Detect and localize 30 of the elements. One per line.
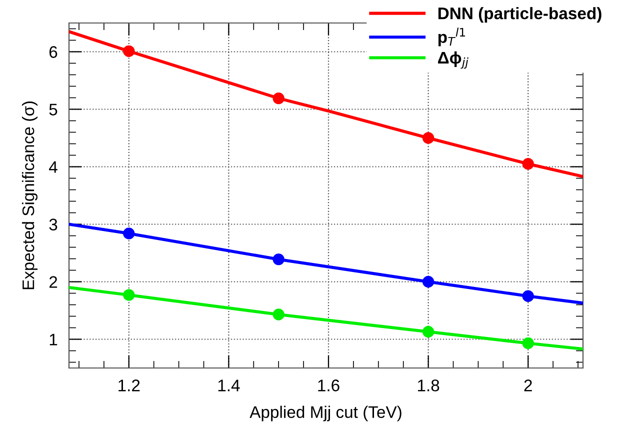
line-series bbox=[69, 286, 583, 351]
point bbox=[123, 228, 135, 240]
y-tick-label: 5 bbox=[49, 104, 58, 116]
point bbox=[123, 45, 135, 58]
y-tick-label: 4 bbox=[49, 161, 58, 173]
legend-label: DNN (particle-based) bbox=[438, 7, 602, 23]
point bbox=[522, 337, 534, 350]
point bbox=[422, 132, 434, 144]
y-tick-label: 3 bbox=[49, 218, 58, 230]
x-axis-title: Applied Mjj cut (TeV) bbox=[250, 406, 402, 422]
y-axis-title: Expected Significance (σ) bbox=[22, 102, 38, 290]
x-tick-label: 1.8 bbox=[418, 380, 440, 392]
y-tick-label: 2 bbox=[49, 276, 58, 288]
x-tick-label: 1.6 bbox=[318, 380, 340, 392]
x-tick-label: 1.2 bbox=[118, 380, 140, 392]
point bbox=[272, 308, 284, 320]
legend-label: Δϕ$_{jj}$ bbox=[438, 51, 468, 69]
y-tick-label: 6 bbox=[49, 46, 58, 58]
x-tick-label: 2 bbox=[524, 380, 532, 392]
point bbox=[422, 276, 434, 288]
y-tick-label: 1 bbox=[50, 334, 58, 346]
line-series bbox=[69, 222, 583, 305]
point bbox=[272, 253, 284, 266]
point bbox=[522, 290, 534, 302]
point bbox=[422, 326, 434, 338]
point bbox=[272, 92, 284, 104]
legend-label: p$_{T}$$^{l1}$ bbox=[438, 28, 466, 46]
x-tick-label: 1.4 bbox=[218, 380, 240, 392]
point bbox=[123, 289, 135, 301]
point bbox=[522, 158, 534, 170]
